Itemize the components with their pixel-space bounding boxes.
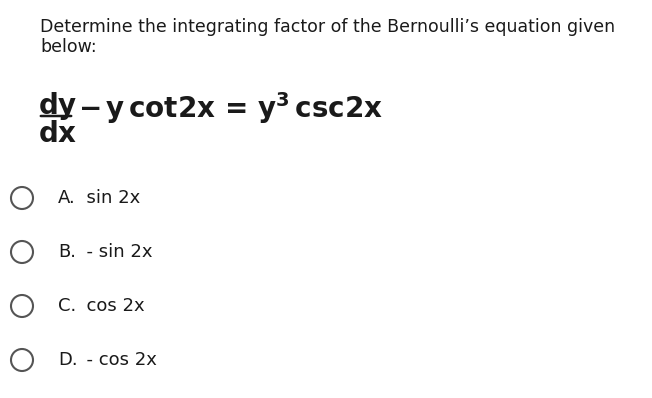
- Text: B.: B.: [58, 243, 76, 261]
- Text: C.: C.: [58, 297, 76, 315]
- Text: D.: D.: [58, 351, 78, 369]
- Text: - sin 2x: - sin 2x: [75, 243, 153, 261]
- Text: sin 2x: sin 2x: [75, 189, 140, 207]
- Text: Determine the integrating factor of the Bernoulli’s equation given: Determine the integrating factor of the …: [40, 18, 615, 36]
- Text: $\mathbf{dx}$: $\mathbf{dx}$: [38, 120, 78, 148]
- Text: $\mathbf{dy}$: $\mathbf{dy}$: [38, 90, 78, 122]
- Text: $\mathbf{-\,y\,cot2x\,=\,y^3\,csc2x}$: $\mathbf{-\,y\,cot2x\,=\,y^3\,csc2x}$: [78, 90, 383, 126]
- Text: cos 2x: cos 2x: [75, 297, 145, 315]
- Text: A.: A.: [58, 189, 76, 207]
- Text: - cos 2x: - cos 2x: [75, 351, 157, 369]
- Text: below:: below:: [40, 38, 96, 56]
